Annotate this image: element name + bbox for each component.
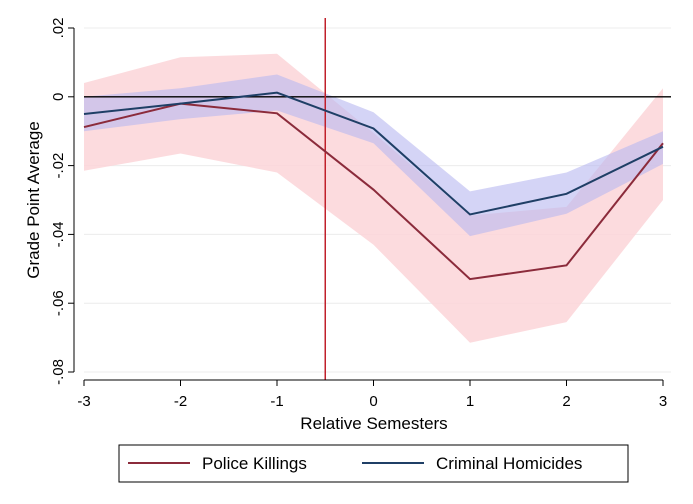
y-tick-label-2: -.04 — [50, 221, 67, 247]
confidence-bands — [84, 53, 663, 343]
x-tick-label-2: -1 — [270, 393, 283, 410]
legend: Police Killings Criminal Homicides — [118, 444, 629, 483]
y-tick-label-3: -.02 — [50, 153, 67, 179]
x-tick-label-3: 0 — [369, 393, 377, 410]
ci-band-1 — [84, 74, 663, 237]
tick-labels: -.08 -.06 -.04 -.02 0 .02 -3 -2 -1 0 1 2 3 — [50, 18, 667, 410]
x-tick-label-0: -3 — [77, 393, 90, 410]
y-tick-label-0: -.08 — [50, 359, 67, 385]
series-lines — [83, 91, 664, 281]
legend-label-police-killings: Police Killings — [202, 454, 307, 473]
ci-band-0 — [84, 53, 663, 343]
series-line-1 — [83, 91, 664, 216]
x-tick-label-6: 3 — [659, 393, 667, 410]
x-tick-label-4: 1 — [466, 393, 474, 410]
y-axis-title: Grade Point Average — [24, 121, 43, 279]
reference-lines — [84, 18, 671, 380]
y-tick-label-4: 0 — [50, 93, 67, 101]
y-tick-label-5: .02 — [50, 18, 67, 39]
x-tick-label-1: -2 — [174, 393, 187, 410]
legend-label-criminal-homicides: Criminal Homicides — [436, 454, 582, 473]
x-tick-label-5: 2 — [562, 393, 570, 410]
axes — [68, 27, 664, 386]
x-axis-title: Relative Semesters — [300, 414, 447, 433]
y-tick-label-1: -.06 — [50, 290, 67, 316]
